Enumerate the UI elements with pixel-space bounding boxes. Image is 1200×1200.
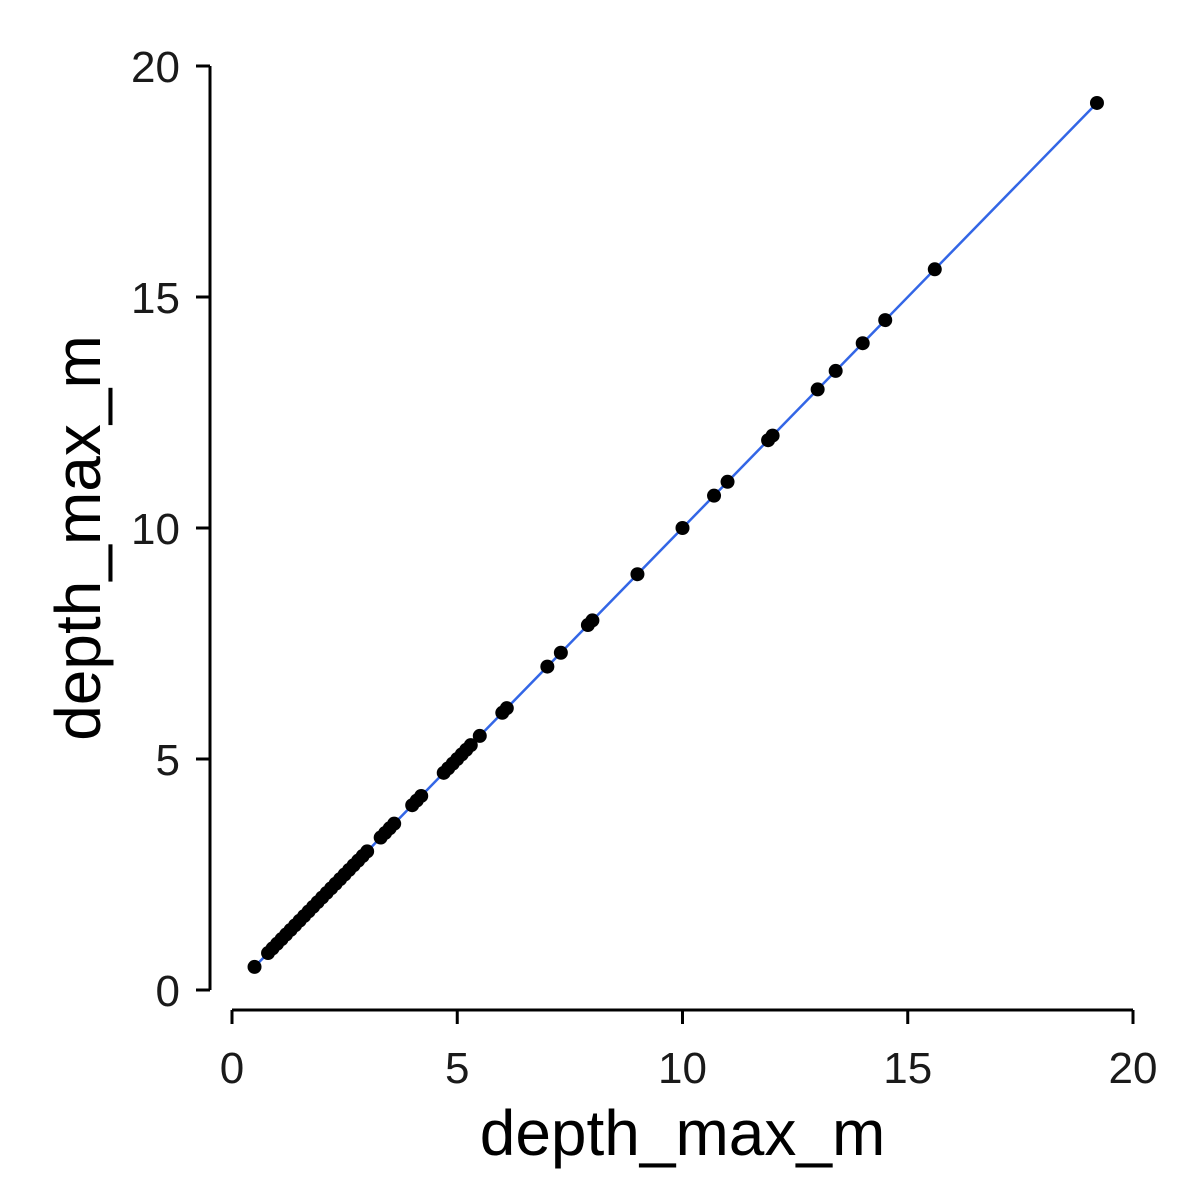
data-point [707, 488, 722, 503]
data-point [630, 567, 645, 582]
x-tick-label: 0 [220, 1044, 244, 1093]
data-point [414, 788, 429, 803]
data-point [360, 844, 375, 859]
data-points [247, 95, 1104, 974]
data-point [828, 363, 843, 378]
data-point [810, 382, 825, 397]
data-point [499, 701, 514, 716]
x-axis-title: depth_max_m [480, 1097, 886, 1169]
y-tick-label: 20 [131, 43, 180, 92]
data-point [1089, 95, 1104, 110]
data-point [553, 645, 568, 660]
data-point [387, 816, 402, 831]
x-ticks: 0 5 10 15 20 [220, 1010, 1158, 1093]
data-point [675, 521, 690, 535]
y-tick-label: 5 [156, 736, 180, 785]
data-point [472, 728, 487, 743]
y-tick-label: 15 [131, 274, 180, 323]
y-tick-label: 10 [131, 505, 180, 554]
y-ticks: 0 5 10 15 20 [131, 43, 210, 1016]
data-point [765, 428, 780, 443]
data-point [878, 313, 893, 328]
data-point [247, 959, 262, 974]
x-tick-label: 5 [445, 1044, 469, 1093]
y-axis-title: depth_max_m [42, 335, 114, 741]
x-tick-label: 15 [883, 1044, 932, 1093]
data-point [927, 262, 942, 277]
y-tick-label: 0 [156, 967, 180, 1016]
data-point [855, 336, 870, 351]
data-point [463, 738, 478, 753]
data-point [540, 659, 555, 674]
x-tick-label: 10 [658, 1044, 707, 1093]
data-point [585, 613, 600, 628]
x-tick-label: 20 [1109, 1044, 1158, 1093]
data-point [720, 474, 735, 489]
